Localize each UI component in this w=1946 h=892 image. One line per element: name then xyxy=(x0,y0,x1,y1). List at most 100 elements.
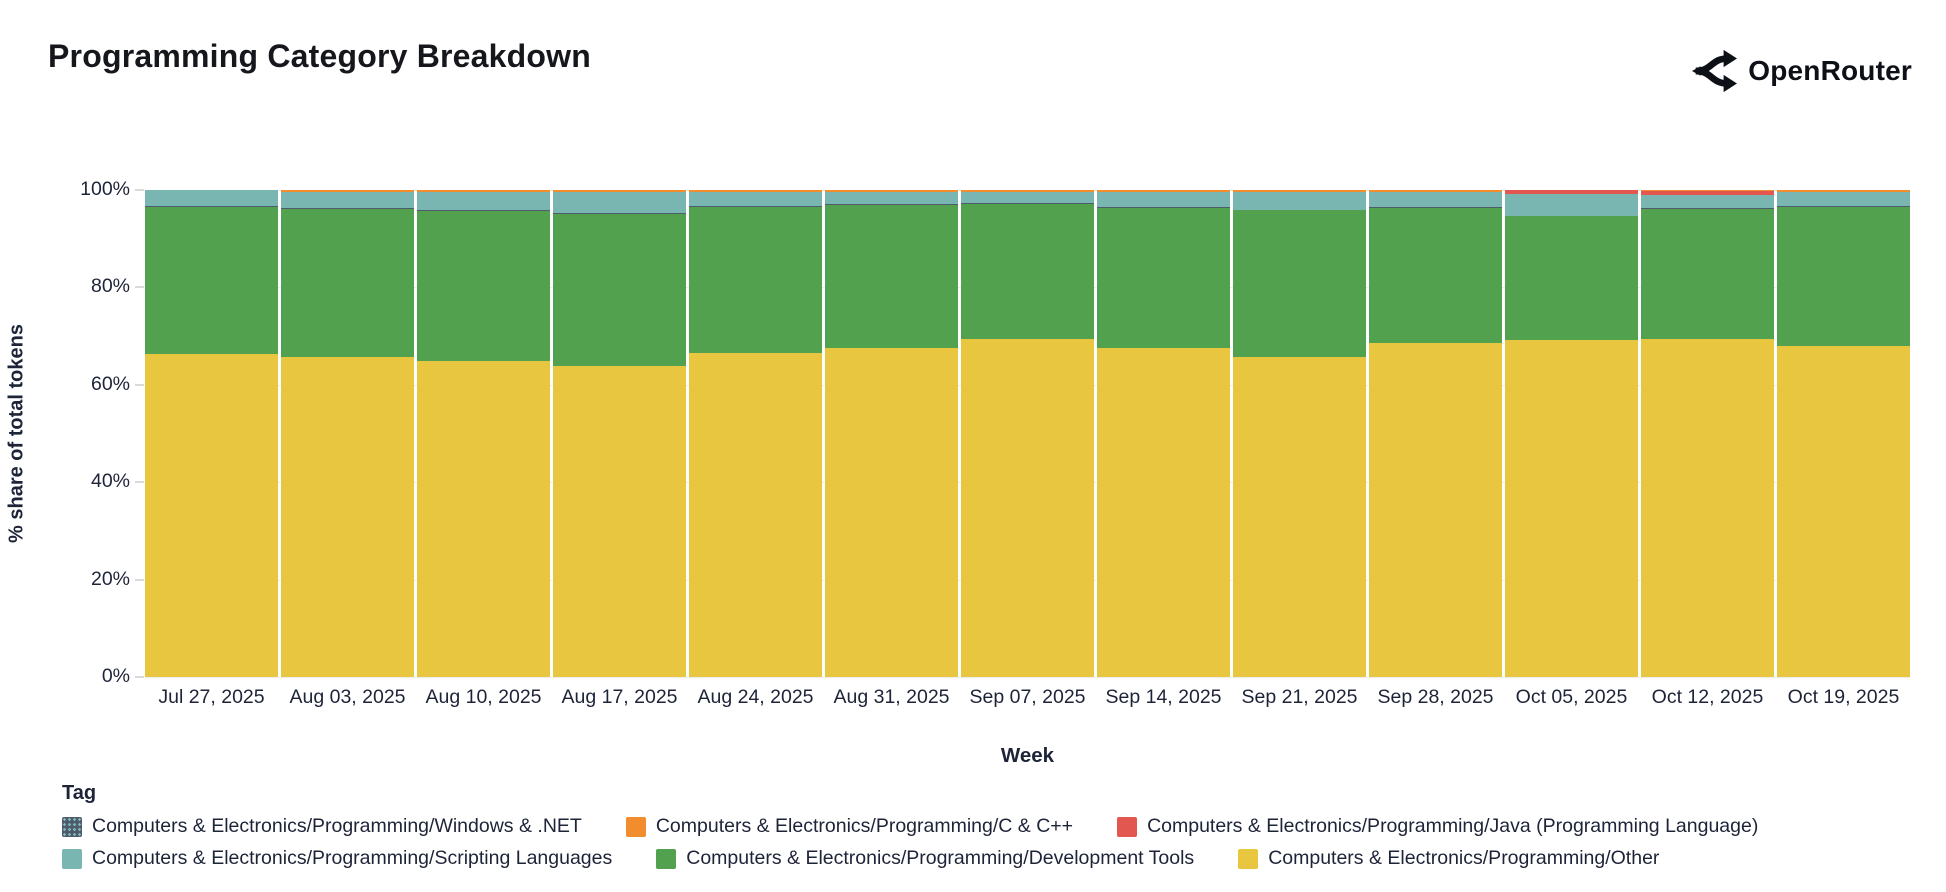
bar-segment[interactable] xyxy=(1641,190,1774,195)
bar-segment[interactable] xyxy=(417,191,550,211)
bar-segment[interactable] xyxy=(145,354,278,677)
bar-segment[interactable] xyxy=(1777,191,1910,207)
bar-segment[interactable] xyxy=(145,205,278,207)
bar-segment[interactable] xyxy=(1097,348,1230,677)
bar-oct-12-2025[interactable] xyxy=(1641,190,1774,677)
bar-segment[interactable] xyxy=(1369,190,1502,192)
legend-item[interactable]: Computers & Electronics/Programming/Wind… xyxy=(62,815,582,838)
bar-aug-10-2025[interactable] xyxy=(417,190,550,677)
bar-segment[interactable] xyxy=(1505,339,1638,677)
bar-segment[interactable] xyxy=(417,190,550,192)
x-tick-label: Oct 05, 2025 xyxy=(1515,686,1628,708)
bar-segment[interactable] xyxy=(1641,338,1774,677)
bar-segment[interactable] xyxy=(553,366,686,677)
bar-segment[interactable] xyxy=(1641,208,1774,339)
bar-segment[interactable] xyxy=(689,207,822,353)
bar-segment[interactable] xyxy=(553,191,686,214)
bar-segment[interactable] xyxy=(689,206,822,208)
bar-segment[interactable] xyxy=(553,190,686,192)
legend-item[interactable]: Computers & Electronics/Programming/Java… xyxy=(1117,815,1758,838)
bar-segment[interactable] xyxy=(281,190,414,192)
bar-segment[interactable] xyxy=(961,203,1094,205)
bar-segment[interactable] xyxy=(1641,207,1774,209)
legend-item[interactable]: Computers & Electronics/Programming/C & … xyxy=(625,815,1073,838)
bar-segment[interactable] xyxy=(1369,207,1502,209)
legend-swatch-icon xyxy=(1238,848,1259,869)
bar-segment[interactable] xyxy=(1233,356,1366,677)
bar-segment[interactable] xyxy=(1505,215,1638,217)
bar-segment[interactable] xyxy=(825,204,958,348)
y-tick-mark xyxy=(135,383,144,386)
bar-segment[interactable] xyxy=(1777,190,1910,192)
bar-segment[interactable] xyxy=(145,206,278,355)
bar-segment[interactable] xyxy=(961,191,1094,204)
bar-segment[interactable] xyxy=(281,191,414,208)
legend-item-label: Computers & Electronics/Programming/Deve… xyxy=(686,847,1195,869)
bar-segment[interactable] xyxy=(1097,191,1230,207)
bar-segment[interactable] xyxy=(1777,206,1910,208)
bar-segment[interactable] xyxy=(961,338,1094,677)
bar-segment[interactable] xyxy=(825,190,958,192)
bar-segment[interactable] xyxy=(553,213,686,367)
bar-segment[interactable] xyxy=(281,208,414,357)
y-tick-mark xyxy=(135,481,144,484)
bar-segment[interactable] xyxy=(1777,207,1910,346)
bar-segment[interactable] xyxy=(1369,208,1502,344)
bar-aug-24-2025[interactable] xyxy=(689,190,822,677)
bar-aug-03-2025[interactable] xyxy=(281,190,414,677)
bar-segment[interactable] xyxy=(1505,190,1638,195)
bar-segment[interactable] xyxy=(825,347,958,677)
bar-segment[interactable] xyxy=(825,191,958,204)
x-tick-label: Sep 28, 2025 xyxy=(1377,686,1494,708)
bar-segment[interactable] xyxy=(281,356,414,677)
bar-aug-17-2025[interactable] xyxy=(553,190,686,677)
bar-segment[interactable] xyxy=(1641,190,1774,191)
bar-sep-07-2025[interactable] xyxy=(961,190,1094,677)
bar-segment[interactable] xyxy=(417,210,550,211)
bar-segment[interactable] xyxy=(1777,345,1910,677)
bar-segment[interactable] xyxy=(1233,210,1366,357)
openrouter-logo-text: OpenRouter xyxy=(1748,55,1912,86)
bar-segment[interactable] xyxy=(553,213,686,214)
gridline xyxy=(145,677,1910,678)
bar-segment[interactable] xyxy=(1233,209,1366,211)
bar-segment[interactable] xyxy=(1641,194,1774,208)
bar-jul-27-2025[interactable] xyxy=(145,190,278,677)
legend-item[interactable]: Computers & Electronics/Programming/Deve… xyxy=(656,847,1194,870)
bar-segment[interactable] xyxy=(1097,190,1230,192)
bar-segment[interactable] xyxy=(1097,207,1230,349)
legend-item[interactable]: Computers & Electronics/Programming/Othe… xyxy=(1238,847,1659,870)
x-tick-label: Sep 07, 2025 xyxy=(969,686,1086,708)
bar-segment[interactable] xyxy=(145,190,278,206)
bar-sep-14-2025[interactable] xyxy=(1097,190,1230,677)
legend-item[interactable]: Computers & Electronics/Programming/Scri… xyxy=(62,847,612,870)
bar-oct-19-2025[interactable] xyxy=(1777,190,1910,677)
legend-swatch-icon xyxy=(1117,816,1138,837)
bar-segment[interactable] xyxy=(1097,206,1230,208)
bar-segment[interactable] xyxy=(1505,194,1638,216)
bar-segment[interactable] xyxy=(1233,190,1366,192)
openrouter-logo[interactable]: OpenRouter xyxy=(1691,48,1912,94)
bar-segment[interactable] xyxy=(417,360,550,677)
bar-aug-31-2025[interactable] xyxy=(825,190,958,677)
bar-segment[interactable] xyxy=(1233,191,1366,210)
bar-segment[interactable] xyxy=(961,190,1094,192)
bar-segment[interactable] xyxy=(1369,343,1502,677)
bar-oct-05-2025[interactable] xyxy=(1505,190,1638,677)
bar-segment[interactable] xyxy=(689,352,822,677)
legend-item-label: Computers & Electronics/Programming/Scri… xyxy=(92,847,613,869)
bar-segment[interactable] xyxy=(825,203,958,205)
x-axis-ticks: Jul 27, 2025 Aug 03, 2025 Aug 10, 2025 Aug … xyxy=(145,686,1910,709)
bar-segment[interactable] xyxy=(281,207,414,209)
bar-segment[interactable] xyxy=(689,190,822,192)
bar-segment[interactable] xyxy=(961,204,1094,339)
bar-segment[interactable] xyxy=(689,191,822,207)
bar-segment[interactable] xyxy=(1369,191,1502,208)
y-tick-mark xyxy=(135,676,144,678)
bar-segment[interactable] xyxy=(417,210,550,361)
x-tick-label: Oct 19, 2025 xyxy=(1787,686,1900,708)
bar-sep-21-2025[interactable] xyxy=(1233,190,1366,677)
bar-sep-28-2025[interactable] xyxy=(1369,190,1502,677)
bar-segment[interactable] xyxy=(1505,216,1638,340)
